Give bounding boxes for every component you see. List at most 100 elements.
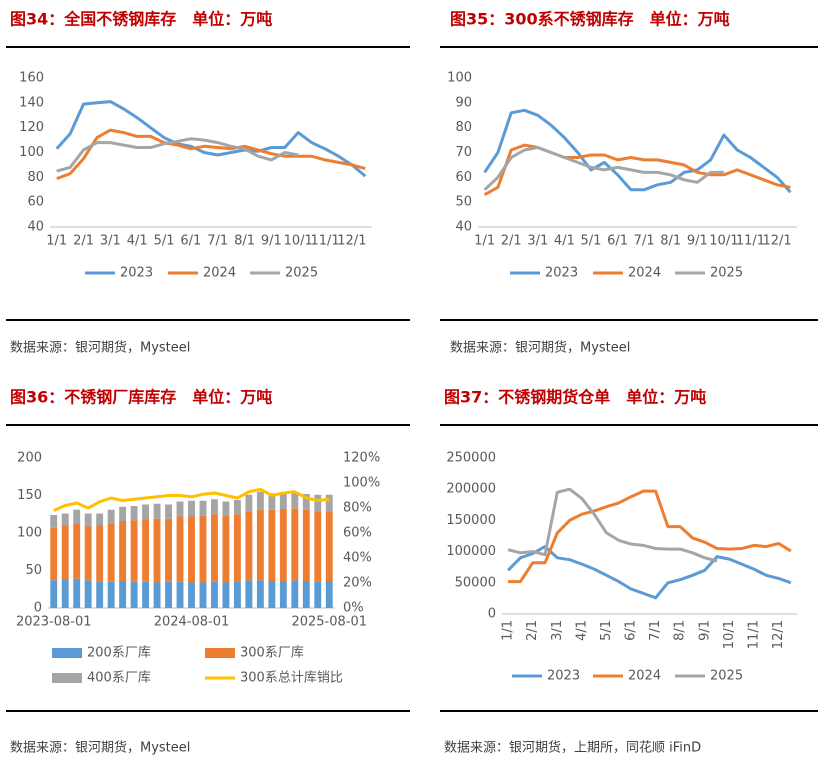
y-tick-label: 60 bbox=[27, 195, 44, 210]
series-line bbox=[507, 487, 718, 563]
legend-label: 2023 bbox=[120, 266, 153, 281]
x-tick-label: 1/1 bbox=[474, 234, 495, 249]
legend-label: 300系总计库销比 bbox=[240, 670, 343, 686]
y-tick-label: 100 bbox=[17, 526, 42, 541]
bar-segment bbox=[130, 506, 138, 521]
y-tick-label: 50000 bbox=[455, 575, 496, 590]
y2-tick-label: 20% bbox=[343, 576, 372, 591]
bar-segment bbox=[107, 581, 115, 608]
legend-label: 2025 bbox=[710, 669, 743, 684]
y2-tick-label: 120% bbox=[343, 451, 380, 466]
y-tick-label: 120 bbox=[19, 120, 44, 135]
x-tick-label: 6/1 bbox=[607, 234, 628, 249]
bar-segment bbox=[302, 509, 310, 581]
bar-segment bbox=[199, 582, 207, 608]
bar-segment bbox=[314, 511, 322, 582]
x-tick-label: 8/1 bbox=[673, 620, 688, 641]
source-note: 数据来源：银河期货，Mysteel bbox=[450, 340, 630, 356]
bar-segment bbox=[245, 511, 253, 581]
bar-segment bbox=[291, 580, 299, 608]
y-tick-label: 80 bbox=[455, 120, 472, 135]
bar-segment bbox=[165, 518, 172, 582]
x-tick-label: 1/1 bbox=[46, 234, 67, 249]
x-tick-label: 4/1 bbox=[574, 620, 589, 641]
bar-segment bbox=[107, 523, 115, 582]
bar-segment bbox=[153, 503, 161, 519]
bar-segment bbox=[268, 581, 276, 608]
series-line bbox=[483, 146, 724, 191]
bar-segment bbox=[256, 509, 264, 581]
bar-segment bbox=[188, 582, 195, 608]
series-line bbox=[507, 545, 792, 600]
x-tick-label: 8/1 bbox=[660, 234, 681, 249]
bar-segment bbox=[314, 494, 322, 512]
y-tick-label: 100000 bbox=[446, 544, 496, 559]
bar-segment bbox=[73, 578, 81, 608]
bar-segment bbox=[165, 504, 172, 519]
chart-title: 图36：不锈钢厂库库存 单位：万吨 bbox=[10, 388, 272, 407]
x-tick-label: 2/1 bbox=[501, 234, 522, 249]
bar-segment bbox=[279, 492, 287, 509]
y2-tick-label: 40% bbox=[343, 551, 372, 566]
y-tick-label: 100 bbox=[19, 145, 44, 160]
y-tick-label: 200 bbox=[17, 451, 42, 466]
bar-segment bbox=[211, 581, 218, 608]
bar-segment bbox=[222, 582, 230, 608]
bar-segment bbox=[268, 493, 276, 510]
y-tick-label: 90 bbox=[455, 95, 472, 110]
x-tick-label: 7/1 bbox=[634, 234, 655, 249]
x-tick-label: 6/1 bbox=[180, 234, 201, 249]
bar-segment bbox=[211, 514, 218, 582]
source-note: 数据来源：银河期货，上期所，同花顺 iFinD bbox=[444, 740, 701, 756]
bar-segment bbox=[233, 514, 241, 582]
x-tick-label: 1/1 bbox=[501, 620, 516, 641]
legend-label: 2025 bbox=[710, 266, 743, 281]
legend-label: 2024 bbox=[628, 266, 661, 281]
x-tick-label: 2023-08-01 bbox=[16, 615, 92, 630]
legend-swatch bbox=[52, 673, 82, 683]
x-tick-label: 4/1 bbox=[554, 234, 575, 249]
x-tick-label: 2024-08-01 bbox=[154, 615, 230, 630]
y2-tick-label: 60% bbox=[343, 526, 372, 541]
x-tick-label: 3/1 bbox=[527, 234, 548, 249]
bar-segment bbox=[188, 500, 195, 517]
bar-segment bbox=[325, 581, 333, 608]
bar-segment bbox=[96, 513, 104, 526]
chart-title: 图37：不锈钢期货仓单 单位：万吨 bbox=[444, 388, 706, 407]
legend-label: 200系厂库 bbox=[87, 645, 151, 661]
series-line bbox=[55, 100, 367, 178]
legend-label: 300系厂库 bbox=[240, 645, 304, 661]
series-line bbox=[53, 487, 330, 512]
y-tick-label: 40 bbox=[27, 220, 44, 235]
bar-segment bbox=[119, 581, 127, 608]
x-tick-label: 6/1 bbox=[624, 620, 639, 641]
x-tick-label: 10/1 bbox=[709, 234, 738, 249]
chart-title: 图34：全国不锈钢库存 单位：万吨 bbox=[10, 10, 272, 29]
bar-segment bbox=[325, 494, 333, 512]
x-tick-label: 5/1 bbox=[599, 620, 614, 641]
y-tick-label: 40 bbox=[455, 220, 472, 235]
bar-segment bbox=[73, 509, 81, 524]
bar-segment bbox=[256, 580, 264, 608]
x-tick-label: 9/1 bbox=[697, 620, 712, 641]
legend-label: 2024 bbox=[628, 669, 661, 684]
bar-segment bbox=[279, 581, 287, 608]
bar-segment bbox=[233, 500, 241, 515]
x-tick-label: 5/1 bbox=[581, 234, 602, 249]
bar-segment bbox=[222, 516, 230, 583]
source-note: 数据来源：银河期货，Mysteel bbox=[10, 340, 190, 356]
x-tick-label: 12/1 bbox=[762, 234, 791, 249]
bar-segment bbox=[61, 513, 69, 526]
x-tick-label: 2/1 bbox=[525, 620, 540, 641]
bar-segment bbox=[84, 580, 92, 608]
y-tick-label: 50 bbox=[455, 195, 472, 210]
bar-segment bbox=[302, 494, 310, 510]
x-tick-label: 11/1 bbox=[310, 234, 339, 249]
bar-segment bbox=[119, 521, 127, 581]
x-tick-label: 9/1 bbox=[687, 234, 708, 249]
bar-segment bbox=[279, 509, 287, 581]
y-tick-label: 50 bbox=[25, 563, 42, 578]
bar-segment bbox=[256, 491, 264, 510]
bar-segment bbox=[130, 581, 138, 608]
legend-label: 2023 bbox=[547, 669, 580, 684]
